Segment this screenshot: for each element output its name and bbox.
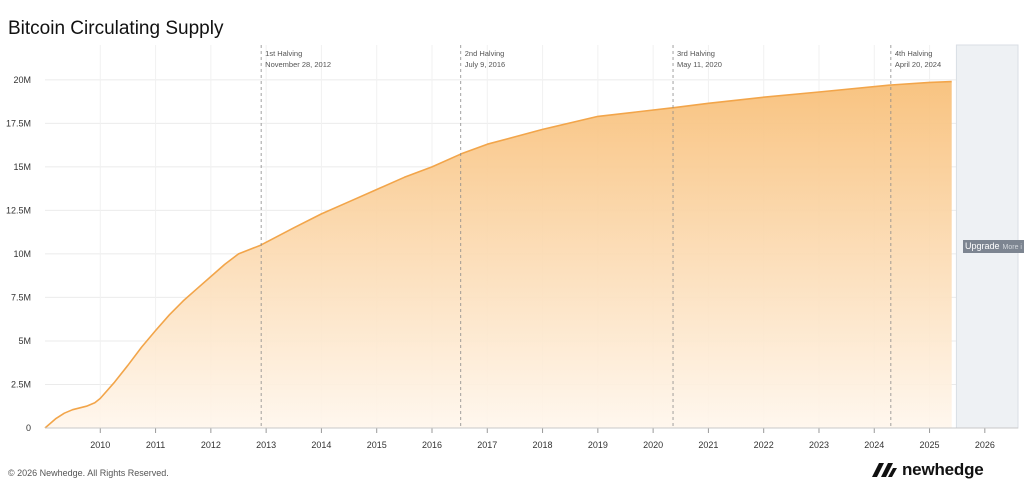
x-tick-label: 2022: [754, 440, 774, 450]
upgrade-more-link[interactable]: More i: [1002, 244, 1022, 251]
chart-title: Bitcoin Circulating Supply: [8, 18, 224, 39]
x-tick-label: 2018: [533, 440, 553, 450]
upgrade-button[interactable]: Upgrade More i: [963, 240, 1024, 253]
x-tick-label: 2014: [311, 440, 331, 450]
halving-label: 1st Halving: [265, 49, 302, 58]
y-tick-label: 12.5M: [6, 205, 31, 215]
x-tick-label: 2015: [367, 440, 387, 450]
x-tick-label: 2020: [643, 440, 663, 450]
y-tick-label: 15M: [13, 162, 31, 172]
x-tick-label: 2010: [90, 440, 110, 450]
x-tick-label: 2021: [698, 440, 718, 450]
series-area-fill: [45, 81, 952, 428]
x-tick-label: 2012: [201, 440, 221, 450]
newhedge-logo-icon: [872, 463, 897, 477]
halving-label: 4th Halving: [895, 49, 933, 58]
halving-label: 3rd Halving: [677, 49, 715, 58]
x-tick-label: 2013: [256, 440, 276, 450]
y-tick-label: 10M: [13, 249, 31, 259]
halving-date: November 28, 2012: [265, 60, 331, 69]
halving-date: May 11, 2020: [677, 60, 722, 69]
x-tick-label: 2026: [975, 440, 995, 450]
x-tick-label: 2025: [920, 440, 940, 450]
x-tick-label: 2024: [864, 440, 884, 450]
x-tick-label: 2023: [809, 440, 829, 450]
y-tick-label: 7.5M: [11, 292, 31, 302]
halving-date: April 20, 2024: [895, 60, 941, 69]
restricted-region[interactable]: [955, 44, 1019, 429]
y-tick-label: 20M: [13, 75, 31, 85]
x-tick-label: 2011: [146, 440, 165, 450]
halving-label: 2nd Halving: [465, 49, 505, 58]
brand-name: newhedge: [902, 460, 984, 479]
newhedge-logo[interactable]: newhedge: [872, 460, 984, 480]
y-tick-label: 0: [26, 423, 31, 433]
x-tick-label: 2016: [422, 440, 442, 450]
upgrade-label: Upgrade: [965, 241, 1000, 251]
series-line[interactable]: [44, 80, 952, 429]
y-tick-label: 5M: [18, 336, 31, 346]
copyright-text: © 2026 Newhedge. All Rights Reserved.: [8, 468, 169, 478]
halving-date: July 9, 2016: [465, 60, 505, 69]
x-tick-label: 2019: [588, 440, 608, 450]
x-tick-label: 2017: [477, 440, 497, 450]
y-tick-label: 2.5M: [11, 379, 31, 389]
y-tick-label: 17.5M: [6, 118, 31, 128]
